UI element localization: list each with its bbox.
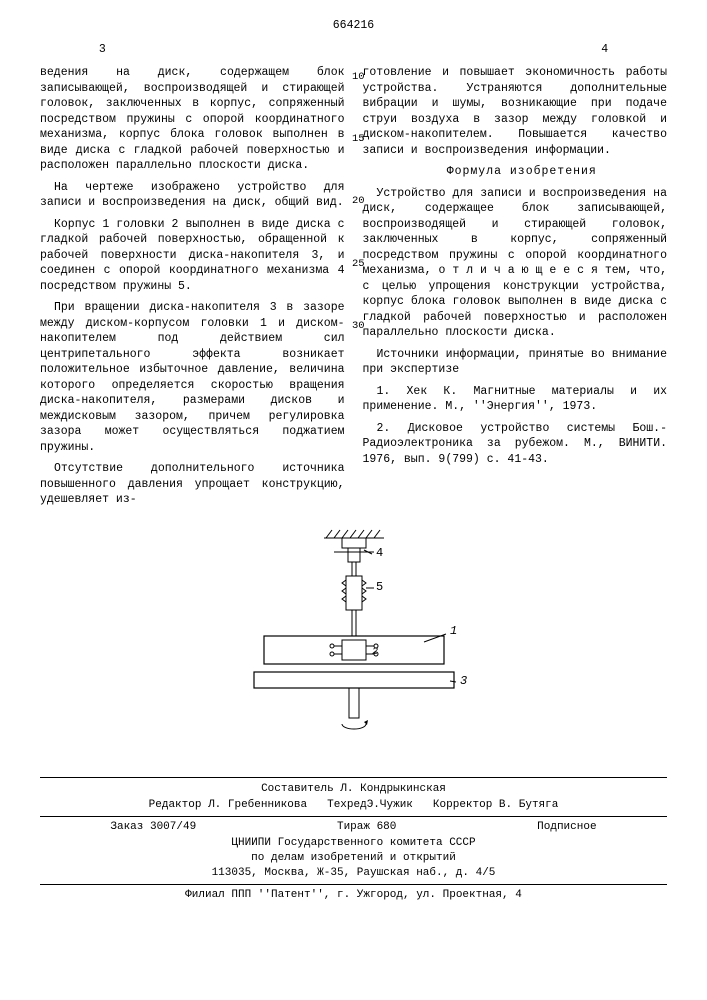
- para: готовление и повышает экономичность рабо…: [363, 65, 668, 158]
- page-right: 4: [601, 42, 608, 58]
- compiler-line: Составитель Л. Кондрыкинская: [40, 782, 667, 797]
- label-3: 3: [460, 674, 467, 688]
- label-5: 5: [376, 580, 383, 594]
- order: Заказ 3007/49: [110, 820, 196, 835]
- patent-figure: 4 5 1 2 3: [40, 528, 667, 764]
- formula-title: Формула изобретения: [363, 164, 668, 180]
- org2: по делам изобретений и открытий: [40, 851, 667, 866]
- org1: ЦНИИПИ Государственного комитета СССР: [40, 836, 667, 851]
- divider: [40, 816, 667, 817]
- para: Источники информации, принятые во вниман…: [363, 347, 668, 378]
- circulation: Тираж 680: [337, 820, 396, 835]
- para: ведения на диск, содержащем блок записыв…: [40, 65, 345, 174]
- divider: [40, 777, 667, 778]
- divider: [40, 884, 667, 885]
- right-column: готовление и повышает экономичность рабо…: [363, 65, 668, 514]
- para: Корпус 1 головки 2 выполнен в виде диска…: [40, 217, 345, 295]
- doc-number: 664216: [40, 18, 667, 34]
- page-left: 3: [99, 42, 106, 58]
- left-column: ведения на диск, содержащем блок записыв…: [40, 65, 345, 514]
- para: Отсутствие дополнительного источника пов…: [40, 461, 345, 508]
- para: На чертеже изображено устройство для зап…: [40, 180, 345, 211]
- label-2: 2: [372, 647, 378, 658]
- para: 1. Хек К. Магнитные материалы и их приме…: [363, 384, 668, 415]
- para: При вращении диска-накопителя 3 в зазоре…: [40, 300, 345, 455]
- label-1: 1: [450, 624, 457, 638]
- address1: 113035, Москва, Ж-35, Раушская наб., д. …: [40, 866, 667, 881]
- corrector: Корректор В. Бутяга: [433, 798, 558, 813]
- address2: Филиал ППП ''Патент'', г. Ужгород, ул. П…: [40, 888, 667, 903]
- line-numbers: 10 15 20 25 30: [352, 70, 365, 333]
- label-4: 4: [376, 546, 383, 560]
- techred: ТехредЭ.Чужик: [327, 798, 413, 813]
- editor: Редактор Л. Гребенникова: [149, 798, 307, 813]
- subscription: Подписное: [537, 820, 596, 835]
- para: 2. Дисковое устройство системы Бош.-Ради…: [363, 421, 668, 468]
- para: Устройство для записи и воспроизведения …: [363, 186, 668, 341]
- footer: Составитель Л. Кондрыкинская Редактор Л.…: [40, 782, 667, 902]
